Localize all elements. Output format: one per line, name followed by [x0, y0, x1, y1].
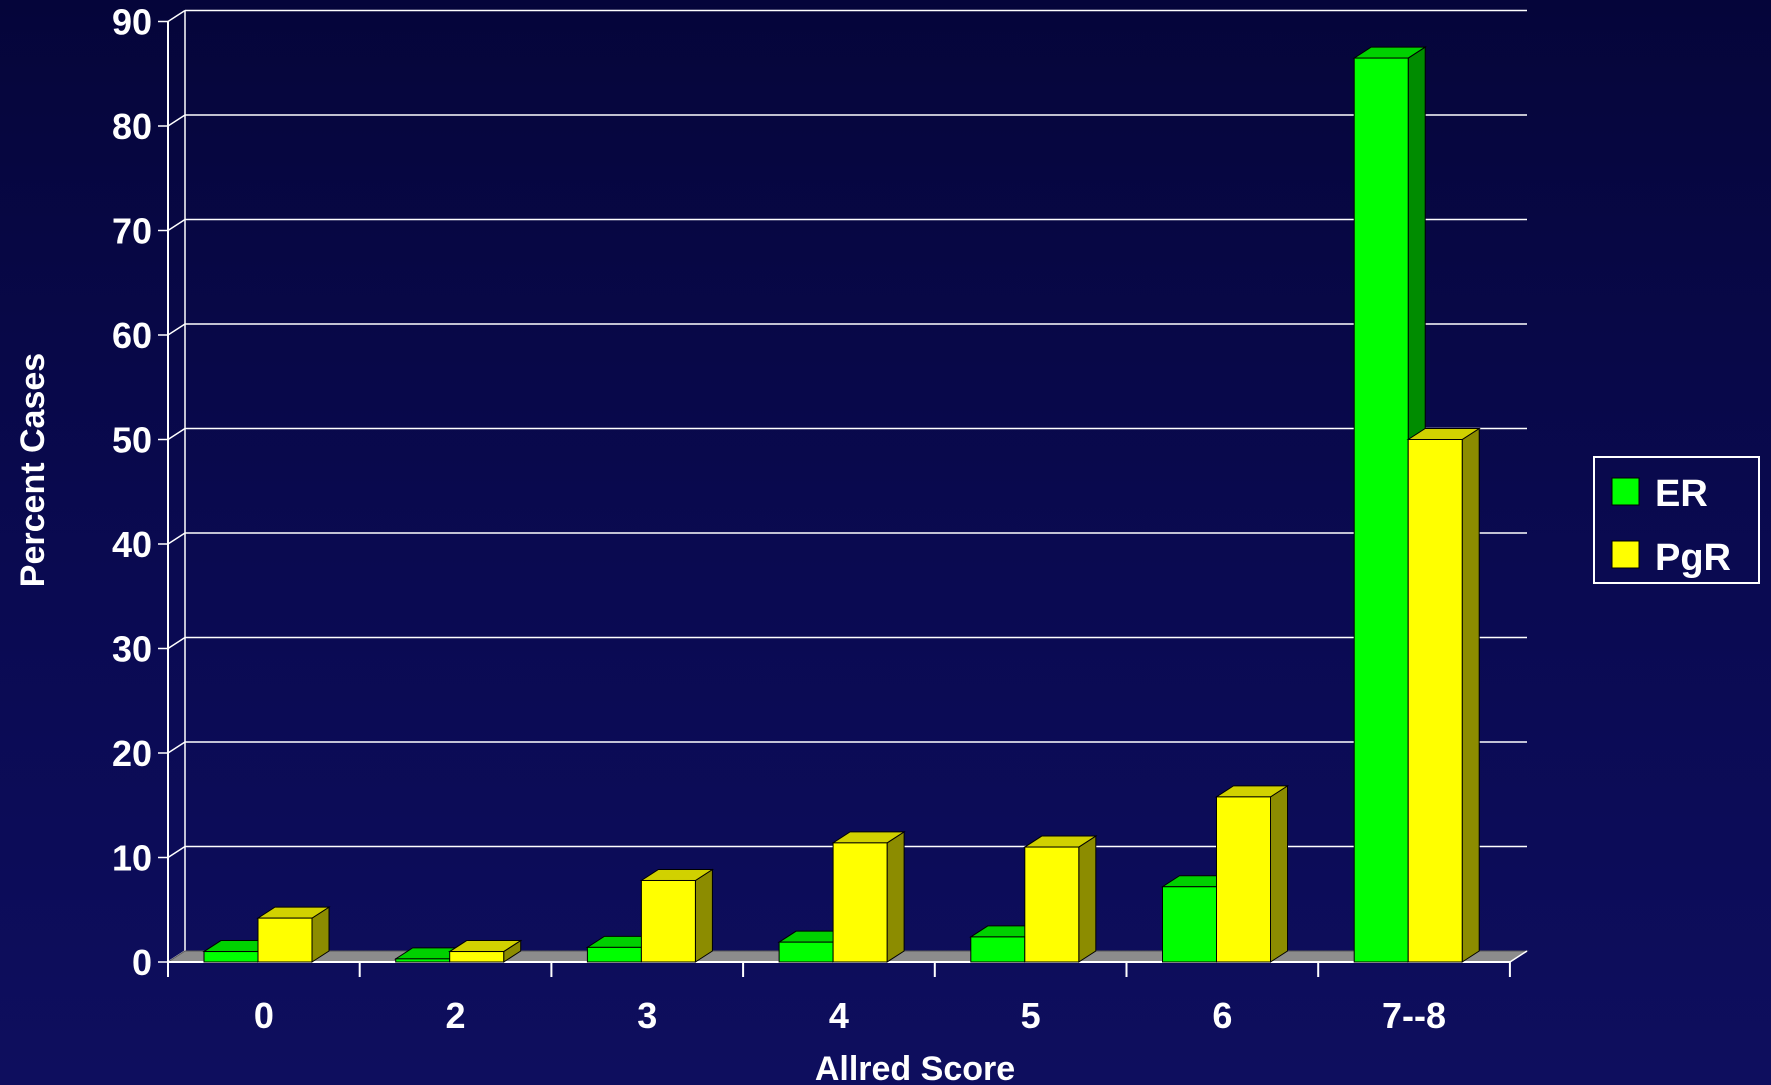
- bar-pgr: [1023, 835, 1098, 963]
- gridlines: [167, 9, 1527, 963]
- x-tick-label: 7--8: [1382, 995, 1446, 1036]
- bar-side-face: [1270, 784, 1288, 963]
- y-tick-label: 80: [112, 106, 152, 147]
- bar-front-face: [778, 941, 834, 963]
- bar-pgr: [256, 906, 331, 963]
- bar-front-face: [395, 958, 451, 963]
- y-tick-label: 40: [112, 524, 152, 565]
- bar-side-face: [886, 830, 905, 963]
- y-tick-label: 50: [112, 420, 152, 461]
- legend-box: [1593, 456, 1760, 584]
- bars: [202, 46, 1481, 963]
- bar-pgr: [831, 830, 906, 963]
- bar-front-face: [203, 951, 259, 963]
- gridline-depth: [167, 532, 186, 545]
- gridline-depth: [167, 741, 186, 754]
- bar-pgr: [448, 939, 523, 963]
- gridline-depth: [167, 218, 186, 232]
- y-tick-label: 70: [112, 211, 152, 252]
- y-tick-label: 20: [112, 733, 152, 774]
- axes: [158, 20, 1528, 977]
- bar-front-face: [640, 879, 696, 963]
- y-axis-title: Percent Cases: [14, 353, 52, 587]
- bar-front-face: [1353, 57, 1409, 963]
- bar-front-face: [1024, 846, 1080, 963]
- gridline-depth: [167, 636, 186, 650]
- bar-front-face: [586, 946, 642, 963]
- y-tick-label: 90: [112, 2, 152, 43]
- gridline-depth: [167, 845, 186, 859]
- bar-front-face: [1407, 439, 1463, 963]
- y-tick-label: 60: [112, 315, 152, 356]
- x-tick-label: 3: [637, 995, 657, 1036]
- y-tick-labels: 0 10 20 30 40 50 60 70 80 90: [112, 2, 152, 984]
- gridline-depth: [167, 114, 186, 127]
- x-tick-label: 6: [1212, 995, 1232, 1036]
- bar-front-face: [257, 917, 313, 963]
- bar-side-face: [1078, 835, 1097, 963]
- y-tick-label: 10: [112, 838, 152, 879]
- bar-side-face: [1461, 427, 1480, 963]
- x-tick-labels: 0 2 3 4 5 6 7--8: [254, 995, 1446, 1036]
- bar-front-face: [832, 842, 888, 963]
- legend: ER PgR: [1593, 456, 1760, 584]
- x-axis-depth-edge: [1509, 950, 1528, 963]
- x-tick-label: 5: [1021, 995, 1041, 1036]
- x-tick-label: 2: [446, 995, 466, 1036]
- x-tick-label: 0: [254, 995, 274, 1036]
- bar-front-face: [970, 936, 1026, 963]
- legend-label-pgr: PgR: [1655, 537, 1731, 579]
- bar-front-face: [1162, 886, 1217, 963]
- bar-pgr: [1214, 784, 1290, 963]
- bar-pgr: [639, 868, 715, 963]
- gridline-depth: [167, 9, 186, 23]
- x-tick-label: 4: [829, 995, 849, 1036]
- x-axis-title: Allred Score: [815, 1050, 1015, 1085]
- y-tick-label: 0: [132, 942, 152, 983]
- bar-side-face: [694, 868, 713, 963]
- bar-front-face: [449, 951, 505, 963]
- y-tick-label: 30: [112, 629, 152, 670]
- gridline-depth: [167, 323, 186, 336]
- bar-front-face: [1216, 796, 1271, 963]
- bar-pgr: [1406, 427, 1481, 963]
- legend-swatch-pgr: [1611, 540, 1640, 569]
- legend-label-er: ER: [1655, 473, 1708, 515]
- gridline-depth: [167, 427, 186, 441]
- legend-swatch-er: [1611, 477, 1640, 506]
